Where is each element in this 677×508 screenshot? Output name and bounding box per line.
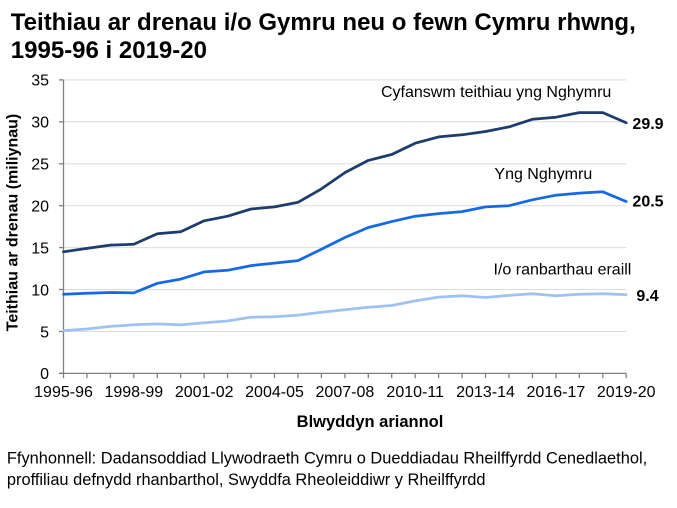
svg-text:15: 15 [31,240,49,257]
svg-text:2010-11: 2010-11 [386,384,444,401]
svg-text:2016-17: 2016-17 [527,384,586,401]
svg-text:Blwyddyn ariannol: Blwyddyn ariannol [297,413,444,431]
svg-text:1998-99: 1998-99 [104,384,163,401]
svg-text:2004-05: 2004-05 [245,384,304,401]
svg-text:30: 30 [31,115,49,132]
svg-text:Ffynhonnell: Dadansoddiad Llyw: Ffynhonnell: Dadansoddiad Llywodraeth Cy… [7,449,647,467]
svg-text:Teithiau ar drenau (miliynau): Teithiau ar drenau (miliynau) [5,114,22,332]
svg-text:0: 0 [40,366,49,383]
svg-text:Cyfanswm teithiau yng Nghymru: Cyfanswm teithiau yng Nghymru [381,84,611,101]
svg-text:proffiliau defnydd rhanbarthol: proffiliau defnydd rhanbarthol, Swyddfa … [7,471,486,489]
svg-text:35: 35 [31,73,49,90]
svg-text:20: 20 [31,199,49,216]
svg-text:29.9: 29.9 [632,116,663,133]
svg-text:2019-20: 2019-20 [597,384,656,401]
svg-text:25: 25 [31,157,49,174]
svg-text:20.5: 20.5 [632,194,663,211]
svg-text:1995-96 i 2019-20: 1995-96 i 2019-20 [11,37,207,64]
svg-text:Teithiau ar drenau i/o Gymru n: Teithiau ar drenau i/o Gymru neu o fewn … [11,9,636,36]
svg-text:I/o ranbarthau eraill: I/o ranbarthau eraill [494,262,632,279]
svg-text:1995-96: 1995-96 [34,384,93,401]
svg-text:10: 10 [31,282,49,299]
svg-text:Yng Nghymru: Yng Nghymru [494,166,592,183]
svg-text:2001-02: 2001-02 [175,384,234,401]
svg-text:2013-14: 2013-14 [456,384,515,401]
svg-text:9.4: 9.4 [636,288,658,305]
svg-text:5: 5 [40,324,49,341]
svg-text:2007-08: 2007-08 [316,384,375,401]
